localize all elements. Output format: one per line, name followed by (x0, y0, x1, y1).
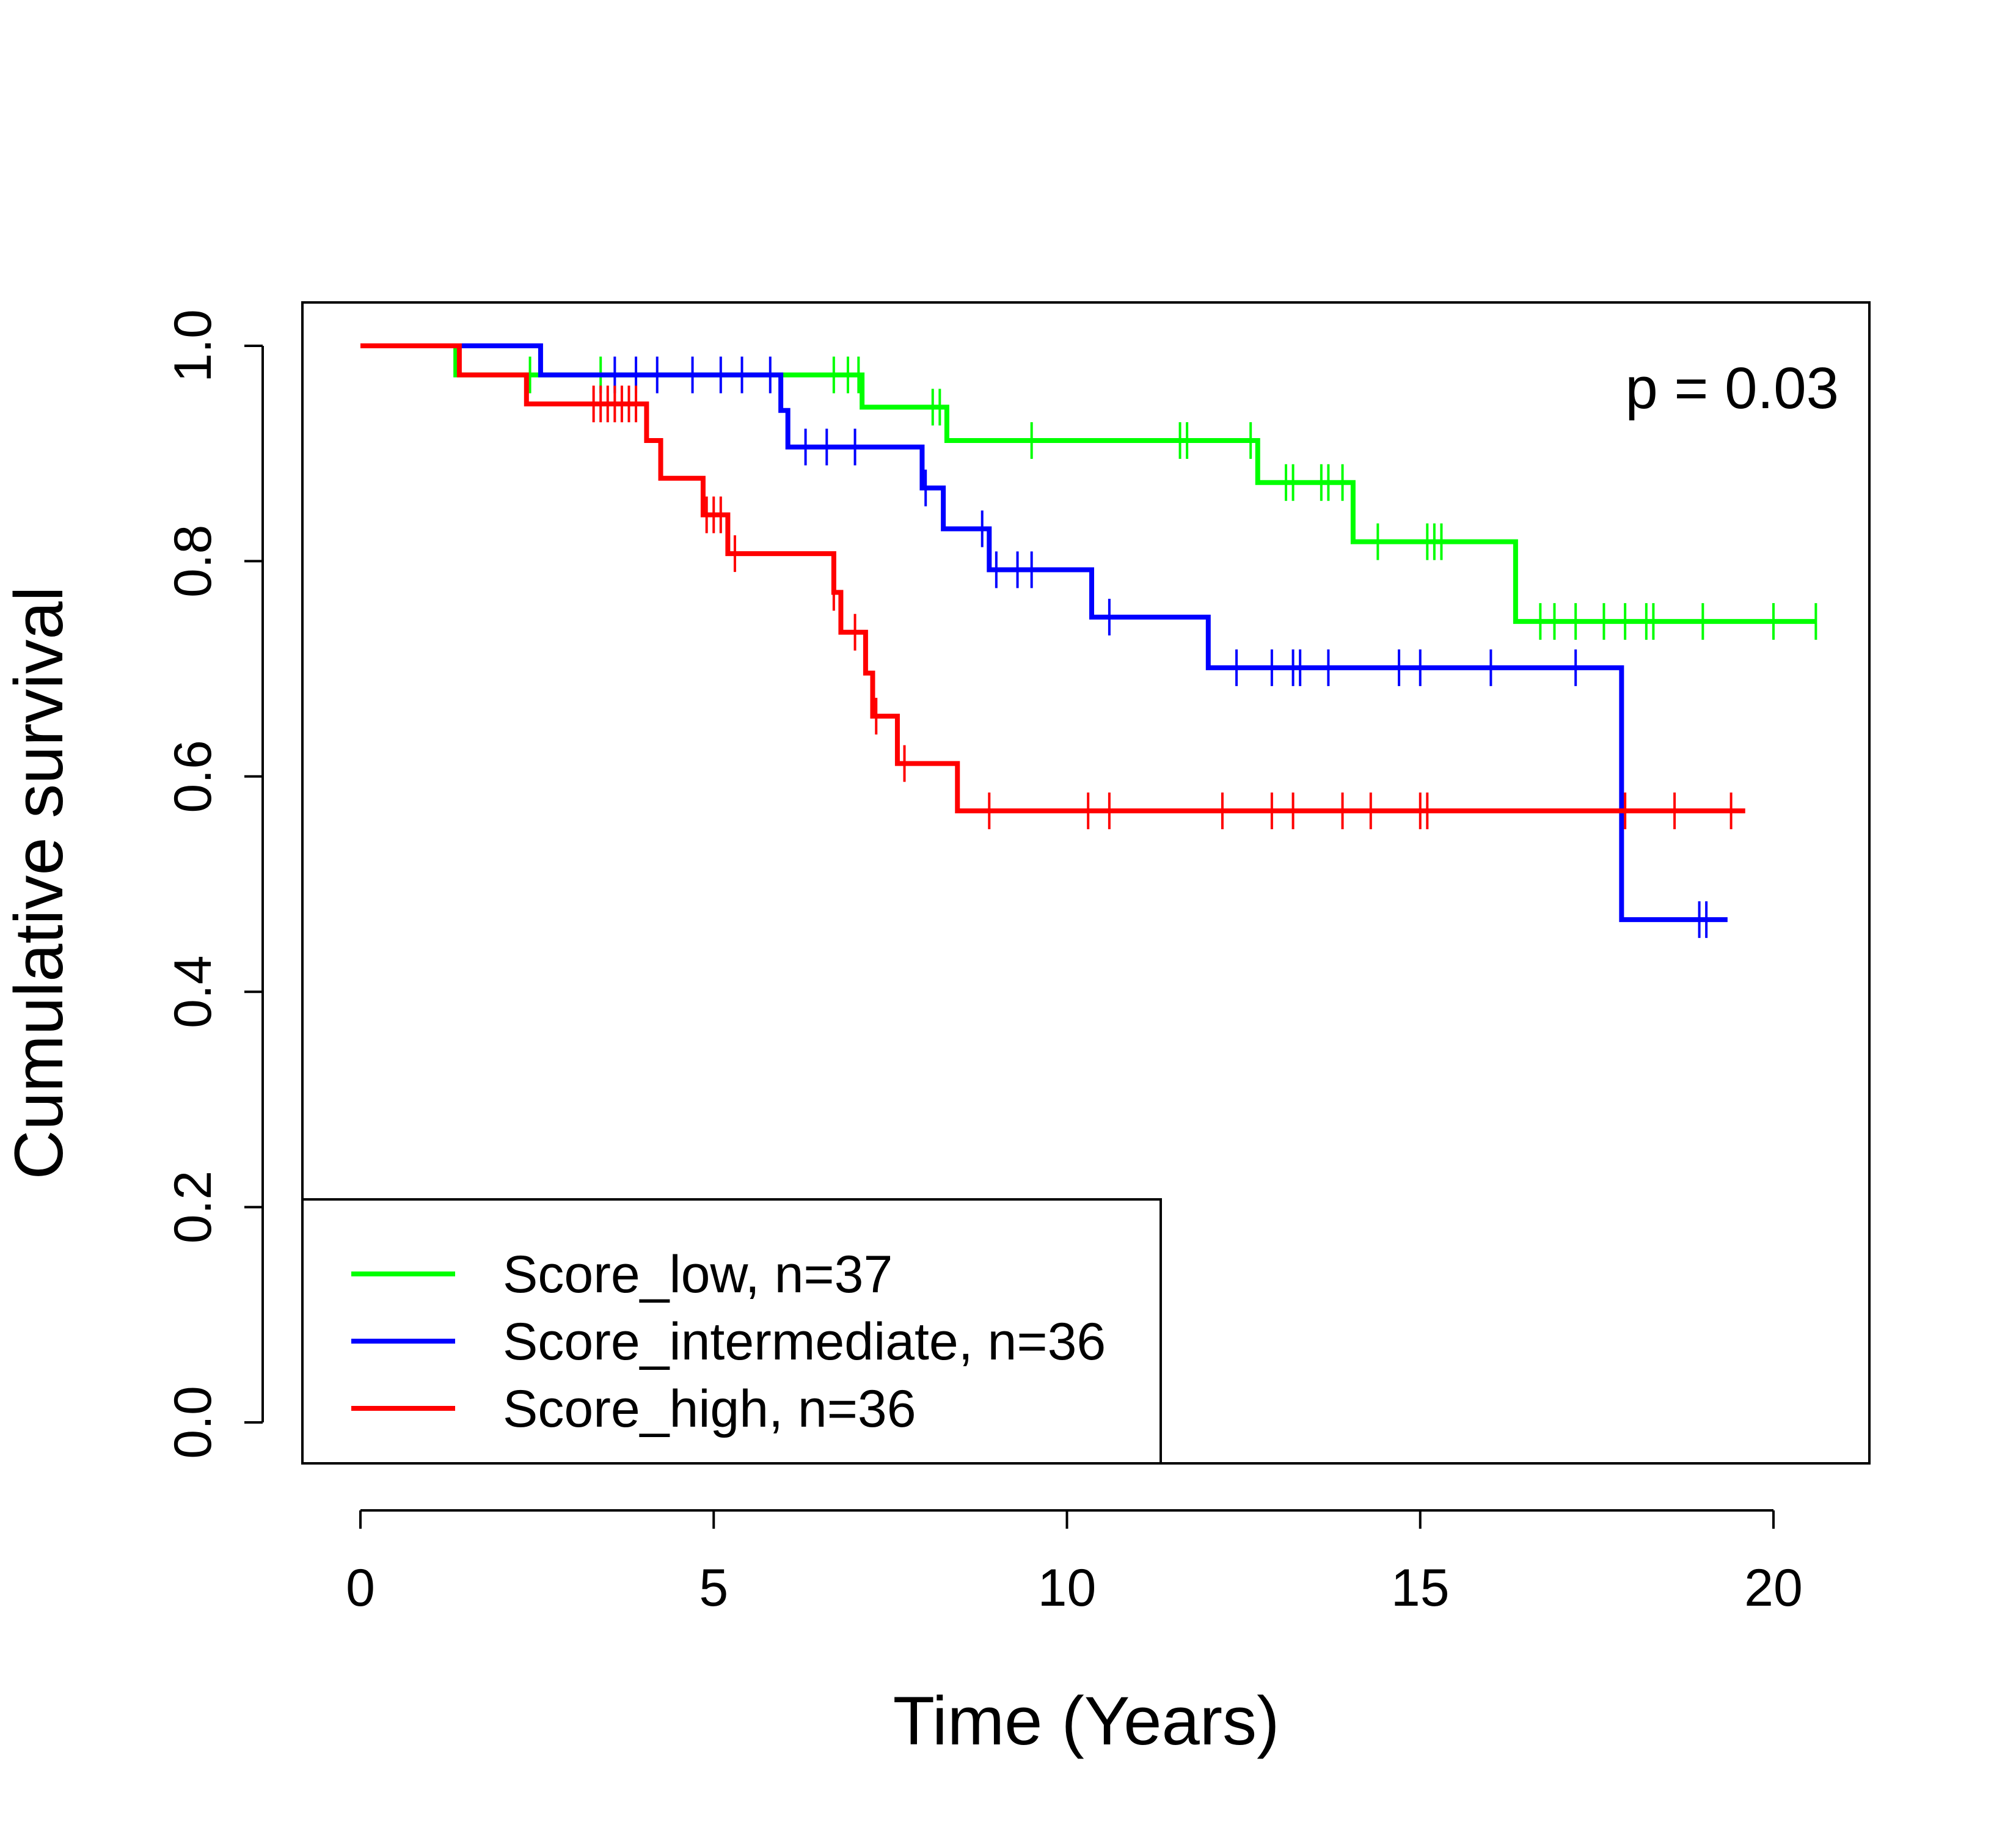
survival-curve (360, 343, 1728, 923)
series-0 (360, 343, 1817, 640)
p-value-annotation: p = 0.03 (1625, 356, 1839, 421)
x-axis-title: Time (Years) (893, 1683, 1280, 1759)
x-axis: 0 5 10 15 20 (346, 1509, 1803, 1617)
legend-label: Score_high, n=36 (503, 1380, 916, 1438)
x-tick-label: 15 (1391, 1559, 1450, 1617)
survival-curve (360, 343, 1816, 624)
y-tick-label: 0.2 (164, 1171, 222, 1244)
legend-label: Score_low, n=37 (503, 1245, 893, 1304)
y-tick-label: 0.4 (164, 955, 222, 1028)
y-tick-label: 1.0 (164, 309, 222, 382)
series-1 (360, 343, 1728, 938)
series-2 (360, 343, 1745, 830)
legend-box (301, 1198, 1162, 1465)
x-tick-label: 10 (1038, 1559, 1097, 1617)
y-axis: 0.0 0.2 0.4 0.6 0.8 1.0 (164, 309, 264, 1459)
x-tick-label: 20 (1744, 1559, 1803, 1617)
y-axis-title: Cumulative survival (1, 587, 77, 1180)
y-tick-label: 0.0 (164, 1386, 222, 1459)
legend-label: Score_intermediate, n=36 (503, 1312, 1106, 1371)
x-tick-label: 5 (699, 1559, 728, 1617)
x-tick-label: 0 (346, 1559, 375, 1617)
y-tick-label: 0.6 (164, 740, 222, 813)
series-layer (360, 343, 1817, 938)
survival-curve (360, 343, 1745, 814)
legend: Score_low, n=37 Score_intermediate, n=36 S… (301, 1198, 1162, 1465)
y-tick-label: 0.8 (164, 525, 222, 598)
